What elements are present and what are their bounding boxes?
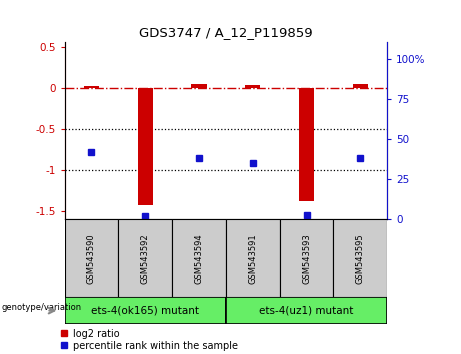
Bar — [245, 85, 260, 88]
Text: GSM543595: GSM543595 — [356, 233, 365, 284]
Text: ets-4(ok165) mutant: ets-4(ok165) mutant — [91, 306, 199, 316]
Bar — [138, 88, 153, 205]
Title: GDS3747 / A_12_P119859: GDS3747 / A_12_P119859 — [139, 25, 313, 39]
Text: GSM543593: GSM543593 — [302, 233, 311, 284]
Legend: log2 ratio, percentile rank within the sample: log2 ratio, percentile rank within the s… — [60, 329, 238, 351]
Bar — [280, 219, 333, 297]
Text: GSM543590: GSM543590 — [87, 233, 96, 284]
Text: GSM543594: GSM543594 — [195, 233, 203, 284]
Bar — [84, 86, 99, 88]
Bar — [299, 88, 314, 201]
Bar — [191, 84, 207, 88]
Bar — [65, 297, 226, 324]
Text: genotype/variation: genotype/variation — [1, 303, 82, 313]
Bar — [226, 219, 280, 297]
Text: GSM543592: GSM543592 — [141, 233, 150, 284]
Bar — [118, 219, 172, 297]
Bar — [65, 219, 118, 297]
Bar — [226, 297, 387, 324]
Text: GSM543591: GSM543591 — [248, 233, 257, 284]
Bar — [333, 219, 387, 297]
Bar — [353, 85, 368, 88]
Text: ets-4(uz1) mutant: ets-4(uz1) mutant — [260, 306, 354, 316]
Bar — [172, 219, 226, 297]
